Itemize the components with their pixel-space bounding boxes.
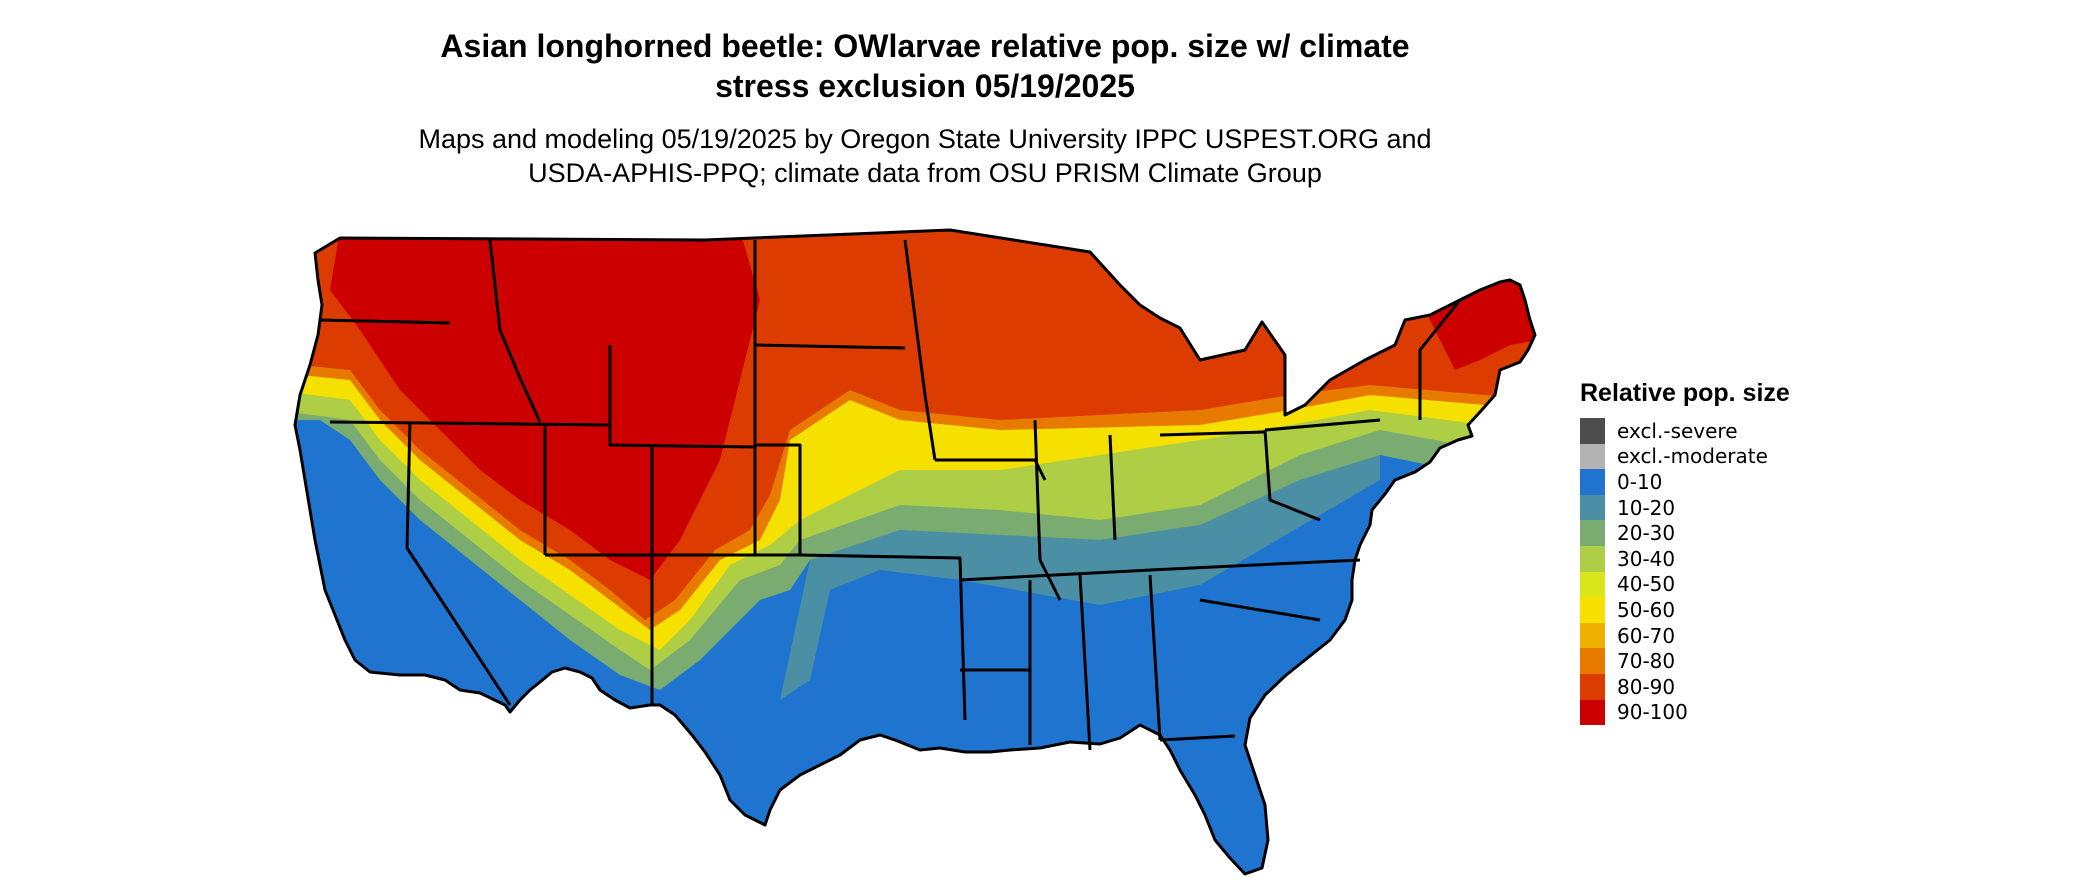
border-wyoming [608,345,756,449]
legend-swatch [1580,443,1605,470]
legend-item: 20-30 [1580,520,1790,546]
legend-item: 90-100 [1580,699,1790,726]
legend-item: 40-50 [1580,571,1790,598]
legend-label: 20-30 [1617,521,1676,546]
legend-item: 60-70 [1580,622,1790,649]
legend-swatch [1580,469,1605,495]
border-northern-tier [329,420,611,427]
map-title-line-1: Asian longhorned beetle: OWlarvae relati… [440,28,1410,64]
border-ohio-lake [1159,430,1266,437]
legend-item: excl.-severe [1580,418,1790,444]
legend-swatch [1580,673,1605,700]
pop-size-zones [295,230,1535,874]
border-tennessee-line [959,558,1361,582]
legend-label: 10-20 [1617,495,1676,520]
legend-swatch [1580,571,1605,598]
legend-swatch [1580,622,1605,649]
legend-items: excl.-severe excl.-moderate 0-10 10-20 20-30… [1580,418,1790,726]
legend-label: excl.-moderate [1617,444,1768,469]
legend-label: 70-80 [1617,649,1676,674]
legend-label: 0-10 [1617,469,1663,494]
legend-item: 50-60 [1580,597,1790,623]
legend: Relative pop. size excl.-severe excl.-mod… [1580,378,1790,726]
legend-item: 10-20 [1580,494,1790,521]
map-subtitle-line-2: USDA-APHIS-PPQ; climate data from OSU PR… [528,158,1322,188]
border-illinois [1033,419,1062,601]
legend-item: 30-40 [1580,545,1790,572]
map-subtitle: Maps and modeling 05/19/2025 by Oregon S… [0,122,1850,190]
legend-label: 30-40 [1617,546,1676,571]
border-kansas-oklahoma [799,553,967,721]
legend-label: excl.-severe [1617,418,1738,443]
border-alabama [1078,574,1092,751]
border-vermont-new-hampshire [1418,299,1462,420]
legend-label: 60-70 [1617,623,1676,648]
legend-swatch [1580,597,1605,623]
legend-label: 80-90 [1617,674,1676,699]
state-boundaries [293,228,1537,876]
legend-swatch [1580,520,1605,546]
border-georgia [1148,574,1162,741]
border-new-york-pennsylvania [1264,418,1381,432]
map-subtitle-line-1: Maps and modeling 05/19/2025 by Oregon S… [418,124,1432,154]
legend-swatch [1580,494,1605,521]
border-pennsylvania [1263,429,1321,522]
legend-swatch [1580,418,1605,444]
legend-label: 40-50 [1617,572,1676,597]
border-north-south-dakota [754,343,906,350]
border-nebraska [755,443,802,555]
legend-label: 90-100 [1617,700,1688,725]
border-carolinas [1199,598,1321,622]
border-california-nevada [405,421,512,706]
border-idaho-montana [488,239,542,423]
border-oregon-washington [319,318,451,325]
legend-item: 0-10 [1580,469,1790,495]
map-title-line-2: stress exclusion 05/19/2025 [715,68,1135,104]
border-indiana-ohio [1108,434,1117,541]
border-minnesota [903,239,937,461]
legend-item: 70-80 [1580,648,1790,674]
legend-label: 50-60 [1617,597,1676,622]
legend-swatch [1580,545,1605,572]
legend-swatch [1580,699,1605,726]
border-florida [1159,734,1236,742]
map-title: Asian longhorned beetle: OWlarvae relati… [0,26,1850,106]
legend-item: excl.-moderate [1580,443,1790,470]
legend-title: Relative pop. size [1580,379,1790,407]
legend-swatch [1580,648,1605,674]
legend-item: 80-90 [1580,673,1790,700]
